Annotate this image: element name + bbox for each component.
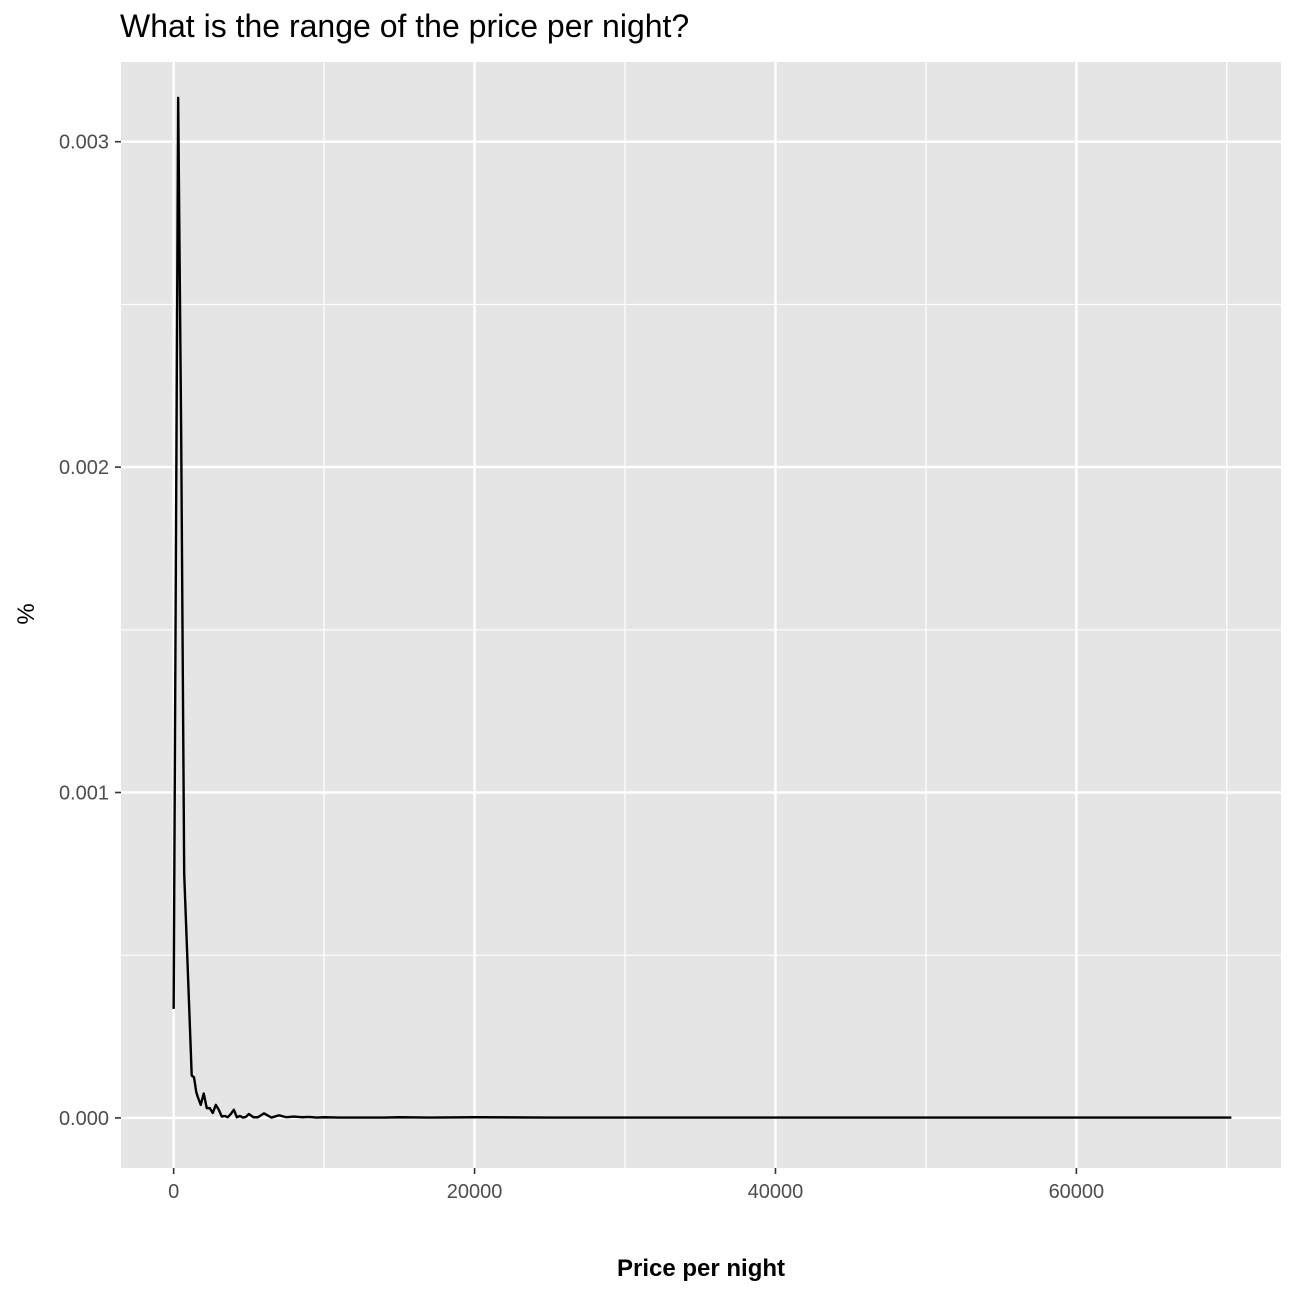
chart-title: What is the range of the price per night… [120,8,690,44]
y-axis: 0.000 0.001 0.002 0.003 [59,132,121,1130]
y-tick-label: 0.002 [59,457,109,479]
minor-grid [121,62,1281,1168]
y-tick-label: 0.000 [59,1108,109,1130]
x-tick-label: 20000 [447,1181,503,1203]
y-tick-label: 0.001 [59,783,109,805]
y-tick-label: 0.003 [59,132,109,154]
x-axis: 0 20000 40000 60000 [168,1168,1104,1203]
x-tick-label: 40000 [748,1181,804,1203]
series-layer [172,96,1232,1119]
plot-panel [121,62,1281,1168]
x-tick-label: 0 [168,1181,179,1203]
density-line [172,96,1232,1119]
major-grid [121,62,1281,1168]
x-axis-title: Price per night [617,1255,785,1282]
x-tick-label: 60000 [1049,1181,1105,1203]
y-axis-title: % [13,603,40,624]
